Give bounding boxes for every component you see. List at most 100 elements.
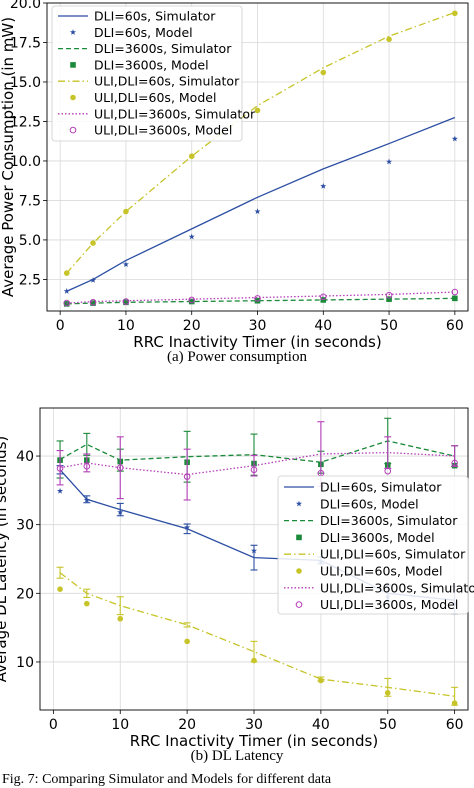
series-4: [56, 566, 459, 706]
data-point: [319, 293, 327, 301]
x-tick-label: 10: [111, 717, 129, 733]
data-point: [63, 270, 70, 276]
chart-latency: 10 20 30 40 0 10 20 30 40 50 60 RRC Inactivity Time…: [0, 407, 474, 750]
legend-label: ULI,DLI=60s, Simulator: [320, 547, 466, 562]
x-tick-label: 20: [178, 717, 196, 733]
data-point: [83, 496, 90, 503]
data-point: [384, 467, 392, 475]
caption-power-consumption: (a) Power consumption: [167, 349, 307, 365]
legend-swatch: [70, 94, 76, 101]
legend-swatch: [69, 126, 77, 134]
data-point: [386, 36, 392, 43]
x-axis-label: RRC Inactivity Timer (in seconds): [133, 333, 381, 351]
data-point: [183, 473, 191, 480]
data-point: [451, 288, 459, 296]
data-point: [452, 295, 458, 302]
data-point: [451, 459, 458, 467]
data-point: [250, 547, 258, 554]
data-point: [122, 261, 129, 267]
legend-label: ULI,DLI=60s, Model: [94, 90, 216, 105]
x-tick-label: 20: [183, 318, 201, 334]
data-point: [89, 299, 97, 306]
data-point: [384, 690, 391, 696]
series-6: [66, 291, 455, 304]
legend-label: ULI,DLI=60s, Simulator: [94, 74, 240, 89]
data-point: [188, 298, 195, 305]
figure-caption-text: Fig. 7: Comparing Simulator and Models f…: [2, 772, 332, 787]
data-point: [452, 10, 458, 17]
legend-swatch: [295, 601, 303, 608]
x-tick-label: 0: [49, 717, 58, 733]
data-point: [318, 677, 324, 684]
y-tick-label: 5.0: [19, 233, 41, 249]
chart-power: 2.5 5.0 7.5 10.0 12.5 15.0 17.5 20.0 0 10 20 30 40 50…: [0, 0, 469, 351]
data-point: [320, 183, 327, 189]
y-tick-label: 30: [16, 518, 34, 534]
caption-dl-latency: (b) DL Latency: [190, 748, 284, 764]
x-tick-label: 50: [379, 717, 397, 733]
data-point: [251, 657, 257, 664]
data-point: [123, 299, 129, 306]
series-0: [66, 116, 456, 292]
x-tick-label: 30: [249, 318, 267, 334]
data-point: [250, 466, 258, 474]
data-point: [57, 586, 63, 592]
y-tick-label: 10: [16, 655, 34, 671]
legend-label: ULI,DLI=3600s, Model: [320, 597, 458, 612]
legend-label: ULI,DLI=60s, Model: [320, 564, 442, 579]
x-tick-label: 10: [117, 318, 135, 334]
x-tick-label: 60: [446, 318, 464, 334]
data-point: [320, 69, 327, 76]
data-point: [117, 509, 124, 515]
data-point: [117, 615, 124, 622]
y-axis-label: Average Power Consumption (in mW): [0, 17, 17, 297]
data-point: [63, 301, 70, 307]
data-point: [451, 135, 458, 142]
y-axis-label: Average DL Latency (in seconds): [0, 436, 10, 683]
legend-swatch: [70, 62, 76, 68]
legend-label: DLI=3600s, Simulator: [320, 513, 458, 528]
y-tick-label: 20.0: [10, 0, 41, 12]
y-tick-label: 2.5: [19, 272, 41, 288]
data-point: [90, 240, 96, 246]
data-point: [188, 296, 196, 304]
data-point: [90, 277, 97, 283]
data-point: [63, 299, 71, 307]
x-tick-label: 50: [380, 318, 398, 334]
data-point: [451, 700, 458, 706]
y-tick-label: 7.5: [19, 193, 41, 209]
y-tick-label: 17.5: [10, 35, 41, 51]
data-point: [254, 208, 261, 215]
series-5: [63, 10, 458, 276]
legend-label: DLI=60s, Model: [94, 25, 193, 40]
data-point: [386, 158, 393, 165]
legend-swatch: [296, 568, 302, 574]
series-line: [59, 572, 455, 697]
series-line: [59, 451, 455, 476]
data-point: [184, 524, 191, 531]
legend-label: DLI=60s, Simulator: [94, 9, 216, 24]
data-point: [188, 153, 195, 160]
y-tick-label: 15.0: [10, 75, 41, 91]
legend-box: [277, 475, 469, 615]
legend-label: ULI,DLI=3600s, Model: [94, 123, 232, 138]
y-tick-label: 40: [16, 449, 34, 465]
data-point: [57, 487, 64, 494]
x-axis-label: RRC Inactivity Timer (in seconds): [130, 732, 378, 750]
data-point: [188, 233, 195, 240]
series-line: [59, 440, 455, 463]
data-point: [386, 296, 392, 302]
series-line: [66, 291, 455, 304]
series-line: [66, 116, 456, 292]
y-tick-label: 10.0: [10, 154, 41, 170]
legend-box: [51, 5, 243, 142]
legend-label: ULI,DLI=3600s, Simulator: [320, 580, 474, 595]
legend-label: DLI=3600s, Model: [94, 57, 209, 72]
data-point: [83, 463, 91, 470]
legend-swatch: [296, 534, 302, 541]
legend-label: DLI=60s, Model: [320, 496, 419, 511]
plot-frame: [46, 2, 469, 312]
